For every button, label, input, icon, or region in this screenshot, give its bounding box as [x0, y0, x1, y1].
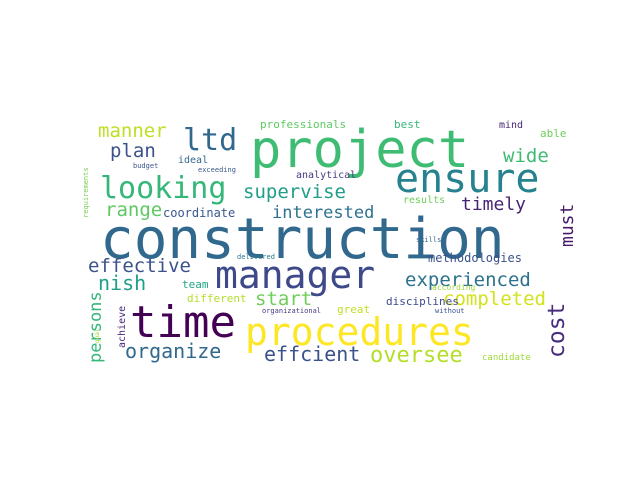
word-achieve: achieve: [117, 306, 128, 348]
word-results: results: [403, 195, 445, 206]
word-manager: manager: [215, 253, 375, 297]
word-plan: plan: [110, 140, 156, 162]
word-experienced: experienced: [405, 269, 531, 291]
word-effective: effective: [88, 255, 191, 277]
word-cost: cost: [544, 303, 570, 358]
word-professionals: professionals: [260, 118, 346, 131]
word-completed: completed: [443, 288, 546, 310]
word-delivered: delivered: [237, 253, 275, 261]
word-start: start: [255, 288, 312, 310]
word-organize: organize: [125, 339, 221, 363]
word-ltd: ltd: [183, 123, 237, 158]
word-skills: skills: [416, 236, 441, 244]
word-without: without: [435, 307, 465, 315]
word-great: great: [337, 303, 370, 316]
word-exceeding: exceeding: [198, 166, 236, 174]
word-different: different: [187, 292, 247, 305]
word-analytical: analytical: [296, 170, 356, 181]
word-procedures: procedures: [245, 310, 474, 354]
word-timely: timely: [461, 194, 526, 215]
word-supervise: supervise: [243, 181, 346, 203]
word-budget: budget: [133, 162, 158, 170]
word-mind: mind: [499, 120, 523, 131]
word-organizational: organizational: [262, 307, 321, 315]
word-goal: goal: [94, 328, 101, 343]
word-time: time: [130, 297, 236, 348]
word-best: best: [394, 118, 421, 131]
word-methodologies: methodologies: [428, 251, 522, 265]
word-requirements: requirements: [82, 167, 90, 218]
word-range: range: [105, 199, 162, 221]
word-wide: wide: [503, 145, 549, 167]
word-team: team: [182, 278, 209, 291]
word-effcient: effcient: [264, 342, 360, 366]
word-able: able: [540, 127, 567, 140]
word-nish: nish: [98, 271, 146, 295]
word-according: according: [432, 283, 476, 292]
word-coordinate: coordinate: [163, 206, 235, 220]
word-project: project: [250, 120, 469, 180]
word-candidate: candidate: [482, 353, 531, 363]
word-manner: manner: [98, 120, 167, 142]
word-persons: persons: [86, 291, 106, 363]
word-looking: looking: [100, 171, 226, 206]
word-disciplines: disciplines: [386, 295, 459, 308]
word-ensure: ensure: [395, 156, 540, 202]
word-construction: construction: [100, 207, 505, 272]
word-oversee: oversee: [370, 343, 463, 368]
word-ideal: ideal: [178, 155, 208, 166]
word-must: must: [557, 204, 578, 247]
word-interested: interested: [272, 203, 374, 223]
